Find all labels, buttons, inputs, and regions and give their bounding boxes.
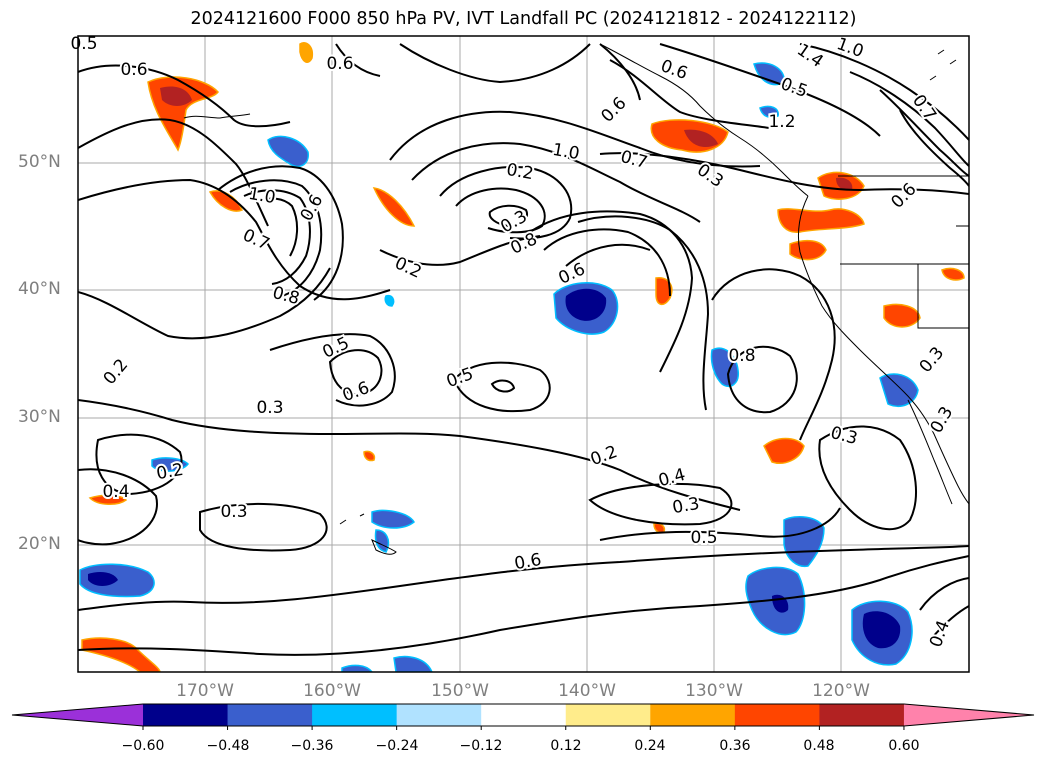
colorbar-tick: −0.60 [121, 738, 165, 754]
contour-label: 1.0 [247, 184, 277, 208]
contour-label: 0.2 [588, 442, 620, 470]
contour-label: 0.6 [120, 60, 147, 80]
contour-labels: 0.5 0.6 0.6 1.0 0.7 0.6 0.8 0.2 0.5 0.6 0.2 0.3 0.2 0… [68, 32, 959, 652]
contour-label: 0.3 [916, 343, 949, 377]
lat-label-40: 40°N [18, 279, 61, 299]
map-frame [77, 35, 970, 673]
contour-label: 0.2 [155, 460, 185, 484]
colorbar-tick: 0.60 [888, 738, 920, 754]
contour-label: 0.6 [297, 191, 328, 224]
positive-anomalies [81, 42, 965, 672]
lat-label-30: 30°N [18, 407, 61, 427]
colorbar-tick: 0.36 [719, 738, 751, 754]
contour-label: 0.3 [220, 502, 247, 522]
pv-contours [78, 43, 969, 656]
contour-label: 0.6 [887, 179, 920, 212]
contour-label: 0.3 [927, 403, 958, 436]
contour-label: 0.6 [340, 378, 372, 406]
contour-label: 0.5 [690, 528, 717, 548]
contour-label: 1.4 [793, 40, 827, 72]
contour-label: 0.4 [926, 618, 954, 650]
lon-label-140w: 140°W [558, 681, 616, 701]
contour-label: 1.0 [551, 140, 581, 164]
lon-label-170w: 170°W [176, 681, 234, 701]
contour-label: 0.6 [658, 56, 690, 84]
colorbar-tick: −0.48 [206, 738, 250, 754]
contour-label: 0.8 [728, 346, 755, 366]
colorbar-segment [227, 704, 313, 726]
contour-label: 0.6 [513, 550, 543, 574]
map-title: 2024121600 F000 850 hPa PV, IVT Landfall… [190, 9, 857, 29]
contour-label: 0.3 [671, 494, 701, 518]
contour-label: 0.6 [597, 93, 630, 126]
colorbar-segment [565, 704, 651, 726]
coastlines [183, 43, 969, 555]
contour-label: 0.5 [778, 74, 810, 102]
contour-label: 0.2 [505, 160, 535, 184]
colorbar-tick: 0.12 [550, 738, 582, 754]
colorbar-segment [734, 704, 820, 726]
contour-label: 0.7 [908, 91, 940, 125]
lat-label-20: 20°N [18, 534, 61, 554]
colorbar-segment [143, 704, 229, 726]
colorbar-tick: −0.24 [375, 738, 419, 754]
colorbar-segment [312, 704, 398, 726]
colorbar-segment [481, 704, 567, 726]
contour-label: 0.3 [256, 398, 283, 418]
negative-anomalies [79, 62, 919, 672]
colorbar-tick: 0.48 [803, 738, 835, 754]
contour-label: 0.2 [100, 355, 133, 389]
contour-label: 1.0 [834, 34, 866, 62]
colorbar-segment [396, 704, 482, 726]
contour-label: 0.4 [102, 482, 129, 502]
lon-label-120w: 120°W [812, 681, 870, 701]
gridlines [78, 36, 969, 672]
colorbar-segment [650, 704, 736, 726]
colorbar-segment [819, 704, 905, 726]
contour-label: 0.5 [320, 333, 353, 363]
colorbar [11, 703, 1035, 730]
contour-label: 0.4 [656, 465, 687, 491]
colorbar-tick: −0.36 [290, 738, 334, 754]
colorbar-extend-max [903, 704, 1034, 726]
contour-label: 1.2 [768, 112, 795, 132]
lat-label-50: 50°N [18, 152, 61, 172]
lon-label-150w: 150°W [431, 681, 489, 701]
lon-label-130w: 130°W [685, 681, 743, 701]
lon-label-160w: 160°W [303, 681, 361, 701]
contour-label: 0.7 [240, 225, 273, 255]
contour-label: 0.6 [326, 54, 353, 74]
contour-label: 0.5 [70, 34, 97, 54]
colorbar-extend-min [12, 704, 143, 726]
colorbar-tick: −0.12 [459, 738, 503, 754]
colorbar-tick: 0.24 [634, 738, 666, 754]
